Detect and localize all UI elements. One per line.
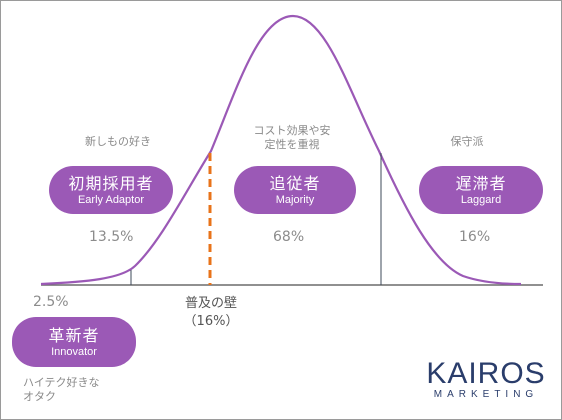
laggard-note: 保守派 bbox=[450, 135, 484, 148]
early-adaptor-note: 新しもの好き bbox=[85, 135, 151, 148]
logo-main: KAIROS bbox=[426, 357, 546, 390]
innovator-note: ハイテク好きな オタク bbox=[23, 376, 100, 403]
early-adaptor-name-jp: 初期採用者 bbox=[68, 173, 154, 193]
laggard-name-en: Laggard bbox=[460, 193, 502, 206]
innovator-name-jp: 革新者 bbox=[48, 325, 100, 345]
logo-sub: MARKETING bbox=[433, 389, 539, 400]
innovator-share: 2.5% bbox=[33, 294, 69, 310]
innovator-pill: 革新者 Innovator bbox=[12, 317, 136, 367]
kairos-logo: KAIROS MARKETING bbox=[421, 359, 551, 401]
chasm-label-block: 普及の壁 （16%） bbox=[171, 295, 251, 331]
early-adaptor-pill: 初期採用者 Early Adaptor bbox=[49, 166, 173, 214]
early-adaptor-share: 13.5% bbox=[89, 229, 134, 245]
majority-name-jp: 追従者 bbox=[269, 173, 321, 193]
majority-name-en: Majority bbox=[275, 193, 315, 206]
chasm-value: （16%） bbox=[183, 314, 239, 329]
adoption-bell-curve bbox=[40, 14, 522, 286]
laggard-pill: 遅滞者 Laggard bbox=[419, 166, 543, 214]
early-adaptor-name-en: Early Adaptor bbox=[77, 193, 145, 206]
innovator-name-en: Innovator bbox=[51, 345, 97, 358]
laggard-name-jp: 遅滞者 bbox=[455, 173, 507, 193]
majority-pill: 追従者 Majority bbox=[234, 166, 356, 214]
majority-note: コスト効果や安 定性を重視 bbox=[253, 124, 331, 151]
laggard-share: 16% bbox=[459, 229, 491, 245]
chasm-label: 普及の壁 bbox=[184, 296, 237, 311]
majority-share: 68% bbox=[273, 229, 305, 245]
